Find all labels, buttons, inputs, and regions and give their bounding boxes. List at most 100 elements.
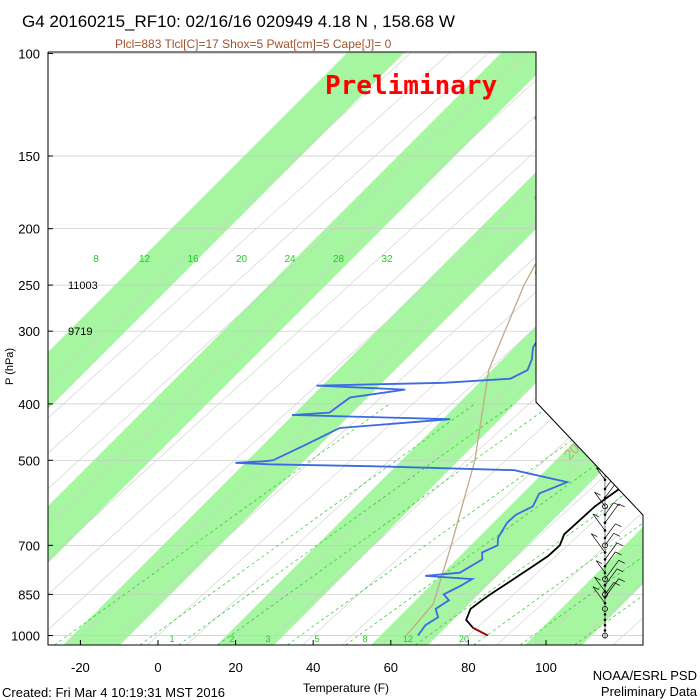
y-tick-label: 250 bbox=[18, 278, 40, 293]
temperature-surface-segment bbox=[472, 627, 489, 637]
x-axis-label: Temperature (F) bbox=[303, 681, 389, 695]
y-tick-label: 500 bbox=[18, 453, 40, 468]
band bbox=[48, 52, 457, 645]
created-timestamp: Created: Fri Mar 4 10:19:31 MST 2016 bbox=[2, 685, 225, 700]
wind-barb-flag bbox=[618, 560, 625, 564]
isotherm bbox=[48, 52, 568, 645]
wind-barb-flag bbox=[613, 415, 620, 420]
wind-barb-station bbox=[602, 52, 608, 57]
wind-barb-flag bbox=[615, 187, 622, 192]
wind-barb-dot bbox=[603, 312, 607, 316]
isotherm bbox=[48, 52, 490, 645]
mixing-ratio-line bbox=[217, 403, 553, 645]
wind-barb-flag bbox=[615, 455, 622, 460]
wind-barb-flag bbox=[616, 568, 624, 573]
x-tick-label: -20 bbox=[71, 660, 90, 675]
isotherm bbox=[108, 52, 643, 645]
theta-label: 30 bbox=[530, 105, 552, 127]
wind-barb bbox=[604, 294, 620, 314]
wind-barb-station bbox=[602, 282, 608, 289]
chart-subtitle: Plcl=883 Tlcl[C]=17 Shox=5 Pwat[cm]=5 Ca… bbox=[115, 37, 392, 51]
height-labels: 11003 9719 bbox=[68, 280, 98, 338]
y-tick-label: 400 bbox=[18, 397, 40, 412]
wind-barb-flag bbox=[618, 469, 625, 474]
wind-barb bbox=[604, 350, 615, 364]
wind-barb-dot bbox=[603, 200, 607, 204]
wind-barb-dot bbox=[603, 375, 607, 379]
mixing-ratio-line bbox=[574, 403, 643, 645]
wind-barb bbox=[604, 358, 620, 378]
wind-barb bbox=[604, 542, 618, 560]
y-axis-ticks: 100 150 200 250 300 400 500 700 850 1000 bbox=[11, 47, 53, 644]
wind-barb-station bbox=[602, 605, 608, 612]
y-tick-label: 300 bbox=[18, 324, 40, 339]
wind-barb-flag bbox=[616, 481, 624, 485]
wind-barb-station bbox=[602, 503, 608, 510]
wind-barb-station bbox=[602, 153, 608, 159]
mixing-ratio-low-label: 2 bbox=[229, 634, 234, 644]
wind-barb-flag bbox=[618, 358, 625, 362]
y-axis-label: P (hPa) bbox=[4, 348, 16, 385]
wind-barb-flag bbox=[615, 551, 622, 556]
wind-barb-dot bbox=[603, 613, 607, 616]
y-tick-label: 850 bbox=[18, 587, 40, 602]
mixing-ratio-labels: 8 12 16 20 24 28 321 2 3 5 8 12 20 bbox=[93, 254, 469, 644]
mixing-ratio-label: 20 bbox=[236, 254, 248, 265]
wind-barb-flag bbox=[613, 350, 620, 355]
dewpoint-profile bbox=[235, 228, 595, 637]
wind-barb bbox=[595, 560, 606, 573]
band bbox=[48, 52, 611, 645]
wind-barb bbox=[590, 425, 606, 445]
wind-barb-flag bbox=[594, 491, 601, 496]
wind-barb bbox=[604, 258, 618, 275]
isotherm bbox=[186, 52, 643, 645]
mixing-ratio-label: 24 bbox=[284, 254, 296, 265]
mixing-ratio-line bbox=[415, 403, 643, 645]
wind-barb-flag bbox=[591, 425, 598, 430]
wind-barb bbox=[594, 333, 606, 348]
wind-barb bbox=[604, 443, 618, 461]
wind-barb-flag bbox=[616, 542, 624, 547]
wind-barb bbox=[604, 216, 615, 229]
mixing-ratio-label: 8 bbox=[93, 254, 99, 265]
wind-barb-flag bbox=[592, 513, 600, 518]
wind-barb-dot bbox=[603, 623, 607, 627]
mixing-ratio-low-label: 20 bbox=[459, 634, 469, 644]
credit-preliminary: Preliminary Data bbox=[601, 684, 698, 699]
x-tick-label: 80 bbox=[461, 660, 475, 675]
wind-barb bbox=[595, 282, 606, 296]
wind-barb-flag bbox=[594, 332, 601, 337]
mixing-ratio-line bbox=[287, 403, 623, 645]
wind-barb bbox=[590, 533, 606, 553]
wind-barb bbox=[604, 389, 616, 405]
y-tick-label: 150 bbox=[18, 149, 40, 164]
mixing-ratio-low-label: 8 bbox=[362, 634, 367, 644]
wind-barb-flag bbox=[618, 578, 625, 582]
wind-barb-station bbox=[602, 632, 608, 639]
mixing-ratio-line bbox=[519, 403, 643, 645]
mixing-ratio-low-label: 3 bbox=[265, 634, 270, 644]
x-tick-label: 0 bbox=[154, 660, 161, 675]
wind-barb-dot bbox=[603, 118, 607, 122]
isotherm bbox=[48, 52, 607, 645]
y-tick-label: 200 bbox=[18, 222, 40, 237]
wind-barb-station bbox=[602, 457, 608, 464]
wind-barb bbox=[604, 502, 615, 515]
plot-frame bbox=[47, 51, 644, 646]
wind-barb-station bbox=[602, 576, 608, 582]
wind-barb-flag bbox=[613, 216, 620, 221]
chart-title: G4 20160215_RF10: 02/16/16 020949 4.18 N… bbox=[22, 12, 455, 31]
wind-barb bbox=[590, 233, 606, 253]
isotherm bbox=[147, 52, 643, 645]
wind-barb bbox=[604, 560, 620, 580]
wind-barb bbox=[595, 467, 606, 480]
wind-barb-station bbox=[602, 328, 608, 335]
wind-barb-flag bbox=[596, 560, 603, 565]
theta-label: 10 bbox=[530, 260, 552, 282]
isotherm bbox=[652, 52, 700, 645]
mixing-ratio-line bbox=[345, 403, 643, 645]
y-tick-label: 1000 bbox=[11, 629, 40, 644]
wind-barb-dot bbox=[603, 426, 607, 430]
wind-barb-flag bbox=[613, 502, 620, 506]
y-tick-label: 100 bbox=[18, 47, 40, 62]
